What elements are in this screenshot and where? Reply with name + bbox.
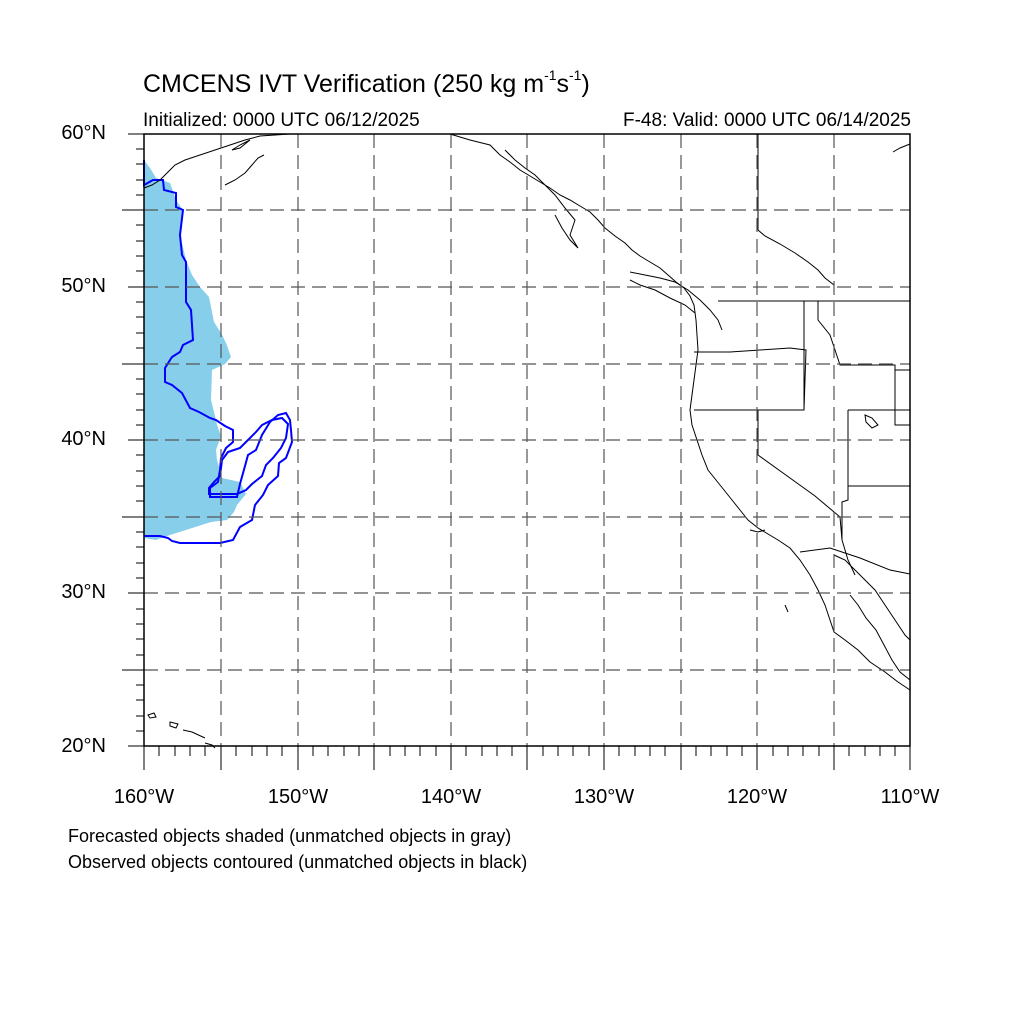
lon-label-140w: 140°W <box>420 786 482 808</box>
lon-label-120w: 120°W <box>726 786 788 808</box>
lat-label-40n: 40°N <box>61 428 106 450</box>
axis-ticks <box>122 133 911 770</box>
lat-label-30n: 30°N <box>61 581 106 603</box>
lon-label-160w: 160°W <box>113 786 175 808</box>
lat-label-60n: 60°N <box>61 122 106 144</box>
map-frame <box>143 133 911 747</box>
political-borders <box>694 134 911 576</box>
valid-time-label: F-48: Valid: 0000 UTC 06/14/2025 <box>623 110 911 131</box>
forecast-legend-note: Forecasted objects shaded (unmatched obj… <box>68 826 512 846</box>
lon-label-150w: 150°W <box>267 786 329 808</box>
coastlines <box>143 133 911 749</box>
observed-ivt-contour-inner <box>208 416 290 495</box>
initialized-label: Initialized: 0000 UTC 06/12/2025 <box>143 110 420 131</box>
lat-label-20n: 20°N <box>61 735 106 757</box>
map-title: CMCENS IVT Verification (250 kg m-1s-1) <box>143 67 590 98</box>
graticule <box>144 134 910 746</box>
forecast-ivt-object <box>144 160 246 540</box>
lon-label-130w: 130°W <box>573 786 635 808</box>
lat-label-50n: 50°N <box>61 275 106 297</box>
observed-legend-note: Observed objects contoured (unmatched ob… <box>68 852 528 872</box>
lon-label-110w: 110°W <box>880 786 940 808</box>
